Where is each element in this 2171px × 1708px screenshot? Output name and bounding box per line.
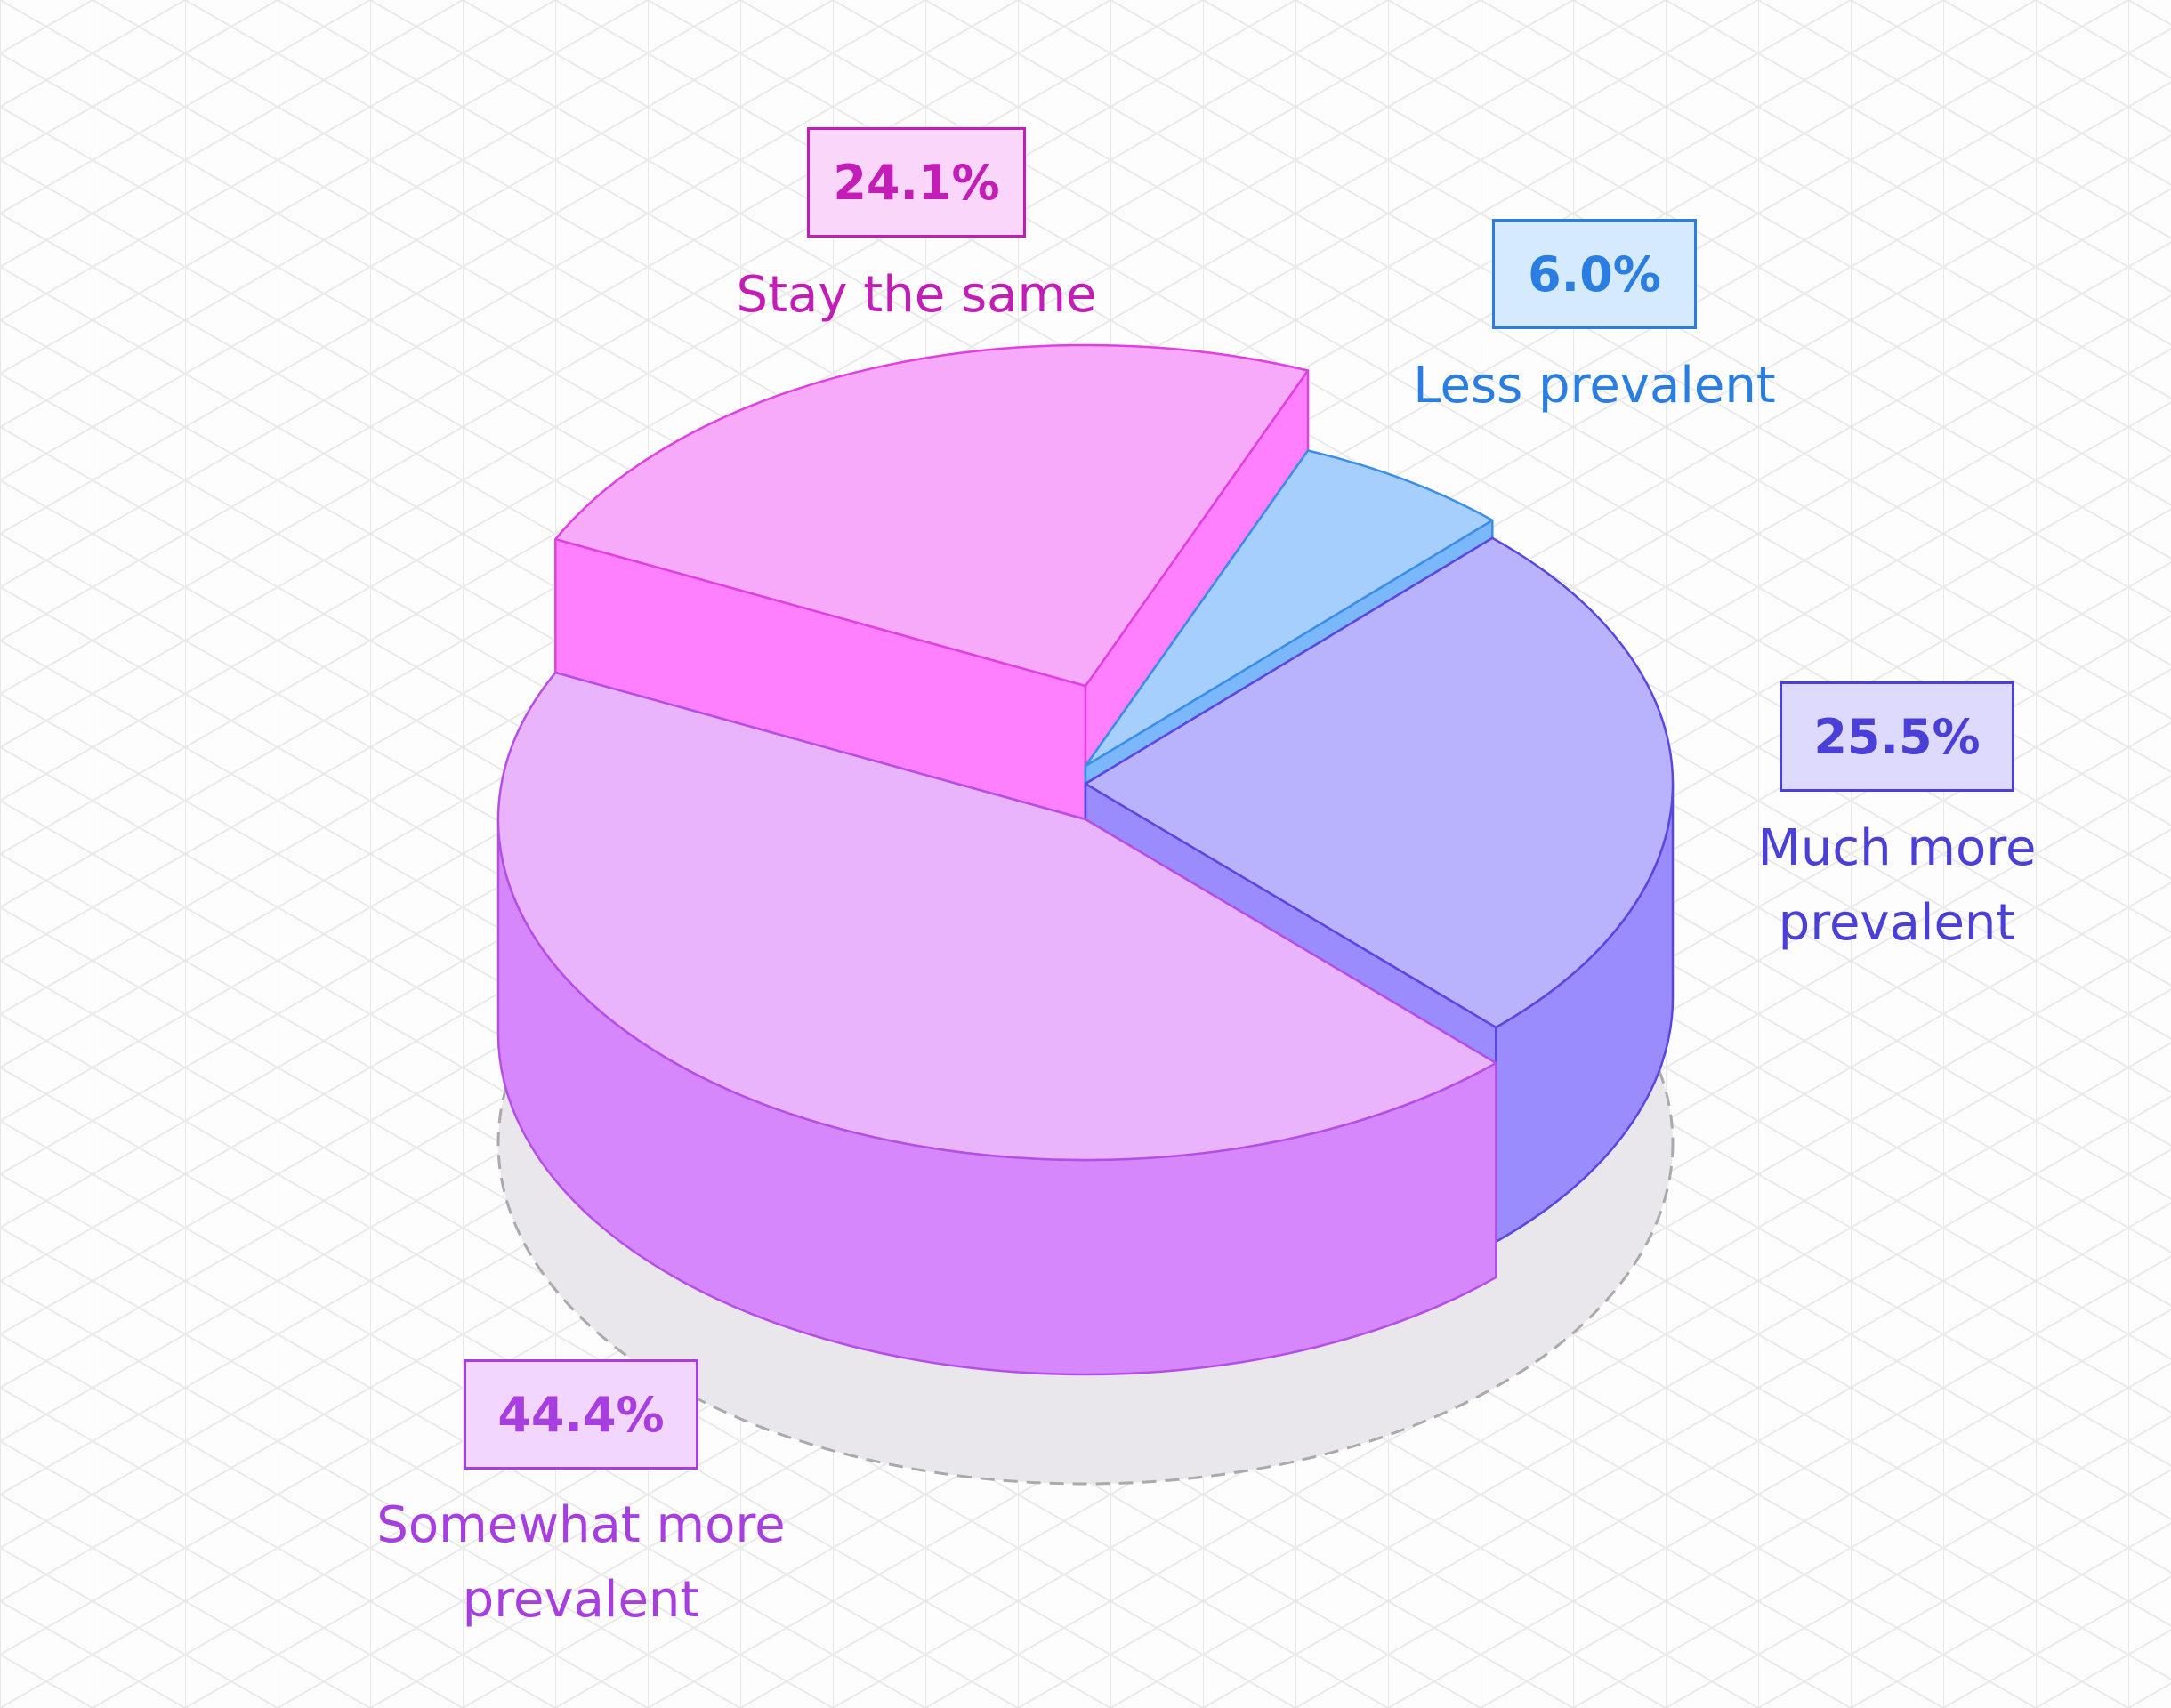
value-label: 25.5% bbox=[1780, 681, 2014, 792]
category-label: Somewhat more prevalent bbox=[376, 1496, 786, 1629]
category-label: Stay the same bbox=[736, 266, 1097, 324]
slice-top bbox=[554, 343, 1310, 688]
pie bbox=[496, 343, 1675, 1376]
value-label: 6.0% bbox=[1492, 219, 1697, 329]
category-label: Much more prevalent bbox=[1757, 819, 2037, 952]
slice-top bbox=[1084, 449, 1494, 768]
value-label: 24.1% bbox=[807, 127, 1026, 238]
slice-top bbox=[1084, 536, 1675, 1029]
category-label: Less prevalent bbox=[1413, 357, 1776, 415]
value-label: 44.4% bbox=[464, 1359, 698, 1470]
slice-top bbox=[496, 671, 1497, 1162]
